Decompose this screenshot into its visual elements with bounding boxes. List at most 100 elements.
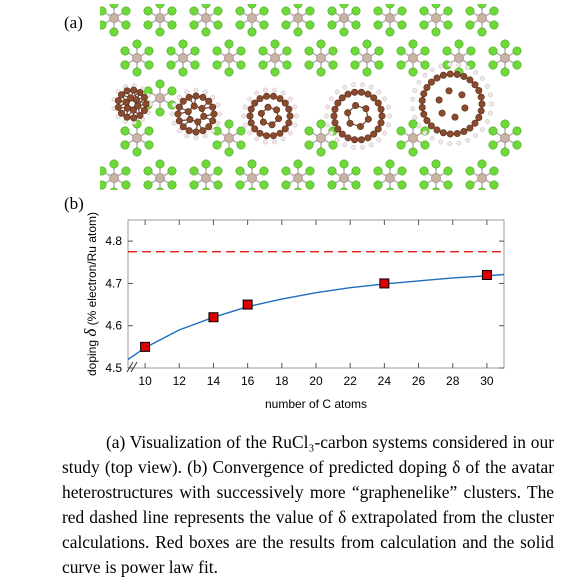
x-tick-label: 16 <box>241 374 255 388</box>
h-atom <box>328 96 334 102</box>
cl-atom <box>512 126 522 136</box>
cl-atom <box>121 180 131 190</box>
cl-atom <box>100 20 107 30</box>
c-atom <box>460 72 468 80</box>
cl-atom <box>100 6 107 16</box>
cl-atom <box>304 126 314 136</box>
h-atom <box>376 137 382 143</box>
cl-atom <box>121 20 131 30</box>
cl-atom <box>143 180 153 190</box>
cl-atom <box>443 20 453 30</box>
h-atom <box>376 89 382 95</box>
axis-break-mark <box>130 361 138 373</box>
cl-atom <box>236 60 246 70</box>
c-atom <box>331 119 339 127</box>
h-atom <box>489 101 495 107</box>
cl-atom <box>100 180 107 190</box>
c-atom <box>263 132 271 140</box>
cl-atom <box>282 46 292 56</box>
c-atom <box>445 87 453 95</box>
c-atom <box>276 129 284 137</box>
cl-atom <box>373 6 383 16</box>
cl-atom <box>144 126 154 136</box>
h-atom <box>479 76 485 81</box>
cl-atom <box>419 180 429 190</box>
cl-atom <box>385 159 395 169</box>
h-atom <box>241 113 247 119</box>
panel-a-label: (a) <box>64 13 83 32</box>
cl-atom <box>397 180 407 190</box>
h-atom <box>184 89 190 95</box>
c-atom <box>477 93 485 101</box>
cl-atom <box>109 4 119 9</box>
cl-atom <box>247 27 257 37</box>
c-atom <box>179 97 187 105</box>
cl-atom <box>258 60 268 70</box>
c-atom <box>433 74 441 82</box>
h-atom <box>385 122 391 128</box>
h-atom <box>254 90 260 96</box>
cl-atom <box>235 180 245 190</box>
c-atom <box>331 105 339 113</box>
h-atom <box>325 104 331 110</box>
ru-atom <box>224 53 234 63</box>
cl-atom <box>328 140 338 150</box>
cl-atom <box>304 60 314 70</box>
ru-atom <box>385 13 395 23</box>
h-atom <box>272 139 278 145</box>
c-atom <box>175 117 183 125</box>
c-atom <box>420 90 428 98</box>
cl-atom <box>351 6 361 16</box>
h-atom <box>382 130 388 136</box>
ru-atom <box>247 173 257 183</box>
cl-atom <box>143 20 153 30</box>
cl-atom <box>500 67 510 77</box>
c-atom <box>418 97 426 105</box>
c-atom <box>451 113 459 121</box>
h-atom <box>429 67 435 73</box>
figure-caption: (a) Visualization of the RuCl₃-carbon sy… <box>62 430 554 580</box>
c-atom <box>357 136 365 144</box>
cl-atom <box>500 119 510 129</box>
c-atom <box>344 134 352 142</box>
h-atom <box>210 128 216 134</box>
cl-atom <box>247 159 257 169</box>
cl-atom <box>431 159 441 169</box>
cl-atom <box>293 187 303 190</box>
cl-atom <box>362 67 372 77</box>
cl-atom <box>212 46 222 56</box>
h-atom <box>193 135 199 141</box>
c-atom <box>475 87 483 95</box>
h-atom <box>351 82 356 88</box>
c-atom <box>351 88 359 96</box>
cl-atom <box>121 166 131 176</box>
c-atom <box>263 92 271 100</box>
cl-atom <box>396 140 406 150</box>
c-atom <box>175 103 183 111</box>
h-atom <box>217 111 223 117</box>
cl-atom <box>374 46 384 56</box>
cl-atom <box>350 60 360 70</box>
c-atom <box>338 130 346 138</box>
ru-atom <box>431 173 441 183</box>
h-atom <box>368 142 374 148</box>
cl-atom <box>201 159 211 169</box>
c-atom <box>475 113 483 121</box>
c-atom <box>251 125 259 133</box>
data-point <box>242 299 253 310</box>
h-atom <box>484 83 490 89</box>
x-tick-label: 28 <box>446 374 460 388</box>
h-atom <box>262 139 268 145</box>
h-atom <box>473 69 479 75</box>
carbon-cluster <box>111 83 153 125</box>
h-atom <box>473 133 479 139</box>
c-atom <box>114 103 122 111</box>
c-atom <box>418 103 426 111</box>
h-atom <box>215 102 221 108</box>
cl-atom <box>166 60 176 70</box>
ru-atom <box>201 173 211 183</box>
h-atom <box>334 137 340 143</box>
h-atom <box>465 137 471 143</box>
cl-atom <box>419 20 429 30</box>
cl-atom <box>327 166 337 176</box>
